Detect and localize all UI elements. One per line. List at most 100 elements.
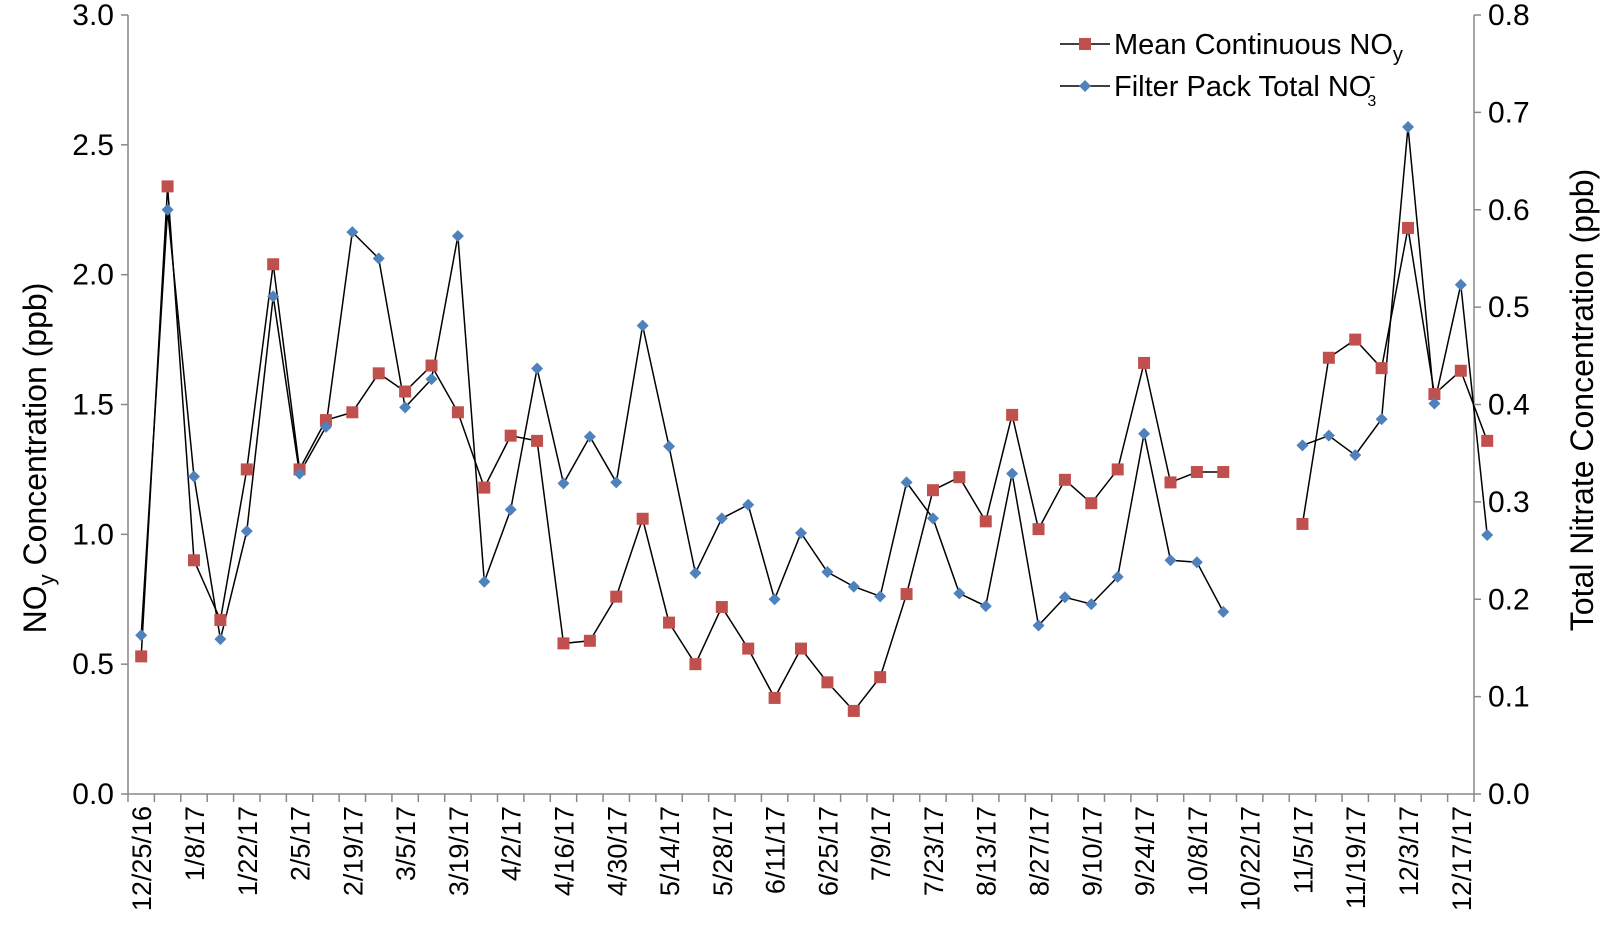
nitrate-point: [900, 476, 913, 489]
x-tick-label: 3/19/17: [444, 806, 474, 896]
nitrate-point: [478, 575, 491, 588]
noy-point: [847, 704, 860, 717]
legend-item-noy: Mean Continuous NOy: [1060, 29, 1403, 66]
nitrate-point: [1349, 449, 1362, 462]
nitrate-point: [504, 503, 517, 516]
nitrate-point: [293, 467, 306, 480]
legend-item-nitrate: Filter Pack Total NO- 3: [1060, 66, 1376, 110]
right-tick-label: 0.8: [1488, 0, 1530, 32]
noy-point: [742, 642, 755, 655]
nitrate-point: [1032, 619, 1045, 632]
legend-label-nitrate-main: Filter Pack Total NO: [1114, 71, 1371, 103]
left-tick-label: 2.0: [72, 259, 114, 292]
nitrate-point: [1164, 554, 1177, 567]
right-tick-label: 0.6: [1488, 194, 1530, 227]
x-tick-label: 7/23/17: [919, 806, 949, 896]
noy-point: [1481, 434, 1494, 447]
nitrate-point: [1402, 120, 1415, 133]
right-tick-label: 0.0: [1488, 778, 1530, 811]
noy-point: [900, 588, 913, 601]
nitrate-point: [847, 580, 860, 593]
noy-point: [187, 554, 200, 567]
noy-point: [240, 463, 253, 476]
x-tick-label: 12/25/16: [127, 806, 157, 911]
nitrate-point: [663, 440, 676, 453]
left-tick-label: 1.0: [72, 518, 114, 551]
nitrate-point: [874, 590, 887, 603]
x-tick-label: 11/5/17: [1288, 806, 1318, 894]
legend-marker-nitrate: [1079, 80, 1091, 92]
noy-point: [1190, 466, 1203, 479]
nitrate-point: [689, 566, 702, 579]
noy-point: [1349, 333, 1362, 346]
nitrate-point: [1454, 278, 1467, 291]
nitrate-point: [1481, 528, 1494, 541]
right-tick-label: 0.4: [1488, 389, 1530, 422]
x-tick-label: 6/25/17: [813, 806, 843, 896]
x-tick-label: 12/3/17: [1394, 806, 1424, 896]
x-tick-label: 1/22/17: [233, 806, 263, 896]
left-tick-label: 3.0: [72, 0, 114, 32]
nitrate-point: [636, 319, 649, 332]
noy-point: [1111, 463, 1124, 476]
nitrate-point: [267, 290, 280, 303]
nitrate-point: [346, 226, 359, 239]
noy-point: [768, 691, 781, 704]
left-tick-label: 0.0: [72, 778, 114, 811]
noy-point: [425, 359, 438, 372]
x-tick-label: 12/17/17: [1447, 806, 1477, 911]
nitrate-point: [399, 401, 412, 414]
right-tick-label: 0.5: [1488, 291, 1530, 324]
noy-point: [399, 385, 412, 398]
noy-point: [663, 616, 676, 629]
x-tick-label: 8/13/17: [972, 806, 1002, 896]
noy-point: [135, 650, 148, 663]
plot-area: [127, 15, 1475, 795]
legend-label-nitrate-sub: 3: [1367, 93, 1376, 110]
noy-point: [1032, 523, 1045, 536]
legend-marker-noy: [1079, 38, 1091, 50]
nitrate-point: [135, 629, 148, 642]
x-tick-label: 6/11/17: [761, 806, 791, 894]
legend-label-noy-main: Mean Continuous NO: [1114, 29, 1393, 61]
x-tick-label: 5/28/17: [708, 806, 738, 896]
legend: Mean Continuous NOy Filter Pack Total NO…: [1060, 29, 1403, 110]
noy-point: [715, 601, 728, 614]
nitrate-point: [319, 420, 332, 433]
nitrate-point: [715, 512, 728, 525]
noy-point: [689, 658, 702, 671]
legend-label-nitrate: Filter Pack Total NO- 3: [1114, 66, 1376, 110]
noy-point: [1058, 473, 1071, 486]
noy-point: [1375, 362, 1388, 375]
right-tick-label: 0.1: [1488, 681, 1530, 714]
nitrate-point: [821, 565, 834, 578]
noy-point: [267, 258, 280, 271]
nitrate-point: [214, 633, 227, 646]
series-markers: [135, 120, 1494, 717]
nitrate-point: [451, 230, 464, 243]
noy-point: [531, 434, 544, 447]
noy-point: [636, 512, 649, 525]
nitrate-point: [240, 525, 253, 538]
noy-point: [1217, 466, 1230, 479]
x-tick-label: 2/19/17: [338, 806, 368, 896]
nitrate-point: [1190, 556, 1203, 569]
noy-point: [610, 590, 623, 603]
nitrate-point: [1217, 605, 1230, 618]
noy-point: [1322, 351, 1335, 364]
noy-point: [478, 481, 491, 494]
left-axis-title-main: NO: [17, 585, 53, 633]
left-axis-title: NOy Concentration (ppb): [17, 283, 59, 634]
noy-point: [214, 614, 227, 627]
x-tick-label: 2/5/17: [286, 806, 316, 881]
x-tick-label: 10/22/17: [1236, 806, 1266, 911]
nitrate-point: [768, 593, 781, 606]
series-lines: [140, 126, 1488, 713]
nitrate-point: [1375, 413, 1388, 426]
nitrate-point: [187, 470, 200, 483]
right-tick-label: 0.7: [1488, 96, 1530, 129]
noy-point: [161, 180, 174, 193]
nitrate-point: [1006, 467, 1019, 480]
series-line-nitrate: [140, 126, 1488, 640]
